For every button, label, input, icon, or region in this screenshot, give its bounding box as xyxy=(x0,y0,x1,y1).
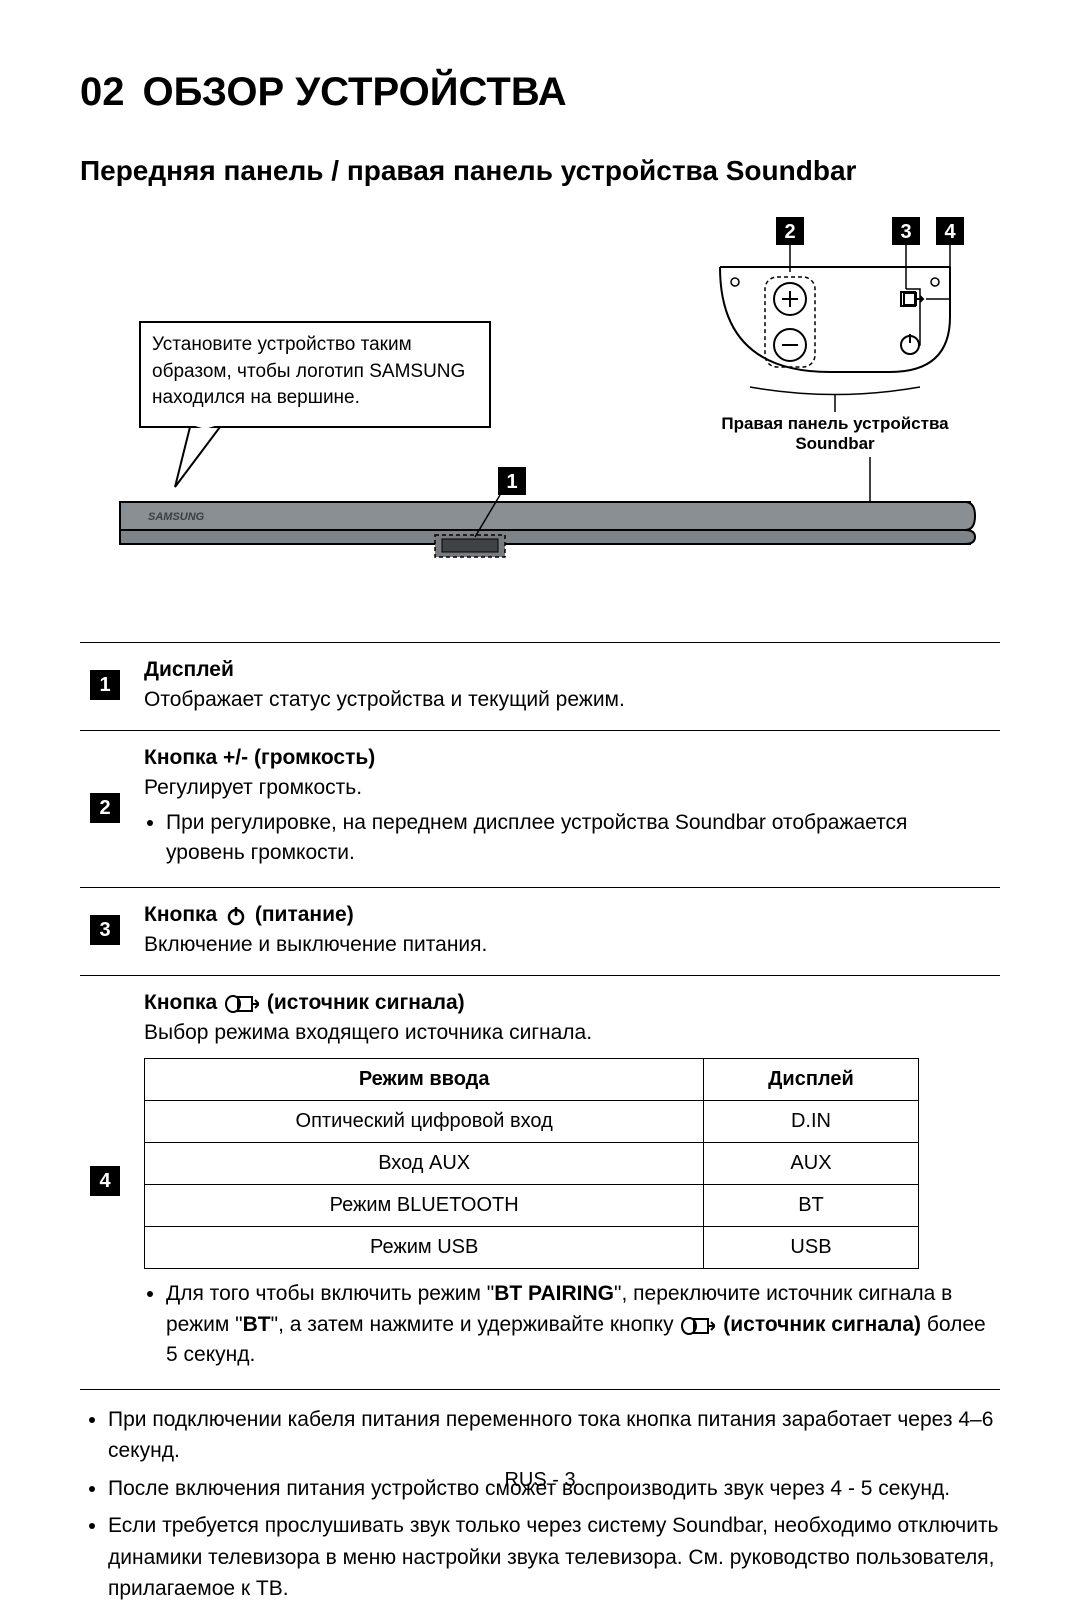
legend-4-bullet: Для того чтобы включить режим "BT PAIRIN… xyxy=(166,1279,986,1370)
callout-1: 1 xyxy=(506,471,517,493)
legend-3-desc: Включение и выключение питания. xyxy=(144,933,487,956)
orientation-note: Установите устройство таким образом, что… xyxy=(152,332,482,412)
note-1: При подключении кабеля питания переменно… xyxy=(108,1404,1000,1467)
legend-num-2: 2 xyxy=(90,793,120,823)
inmode-r2-mode: Режим BLUETOOTH xyxy=(145,1185,704,1227)
inmode-r0-mode: Оптический цифровой вход xyxy=(145,1101,704,1143)
bottom-notes: При подключении кабеля питания переменно… xyxy=(80,1404,1000,1605)
inmode-r3-mode: Режим USB xyxy=(145,1227,704,1269)
legend-1-title: Дисплей xyxy=(144,658,234,681)
inmode-col2: Дисплей xyxy=(704,1059,918,1101)
input-mode-table: Режим ввода Дисплей Оптический цифровой … xyxy=(144,1058,919,1269)
legend-table: 1 Дисплей Отображает статус устройства и… xyxy=(80,642,1000,1390)
legend-2-title: Кнопка +/- (громкость) xyxy=(144,746,375,769)
legend-4-title-post: (источник сигнала) xyxy=(261,991,465,1014)
source-icon xyxy=(225,993,259,1015)
callout-4: 4 xyxy=(944,221,956,243)
note-3: Если требуется прослушивать звук только … xyxy=(108,1510,1000,1605)
legend-row-1: 1 Дисплей Отображает статус устройства и… xyxy=(80,643,1000,731)
source-icon xyxy=(681,1315,715,1337)
power-icon xyxy=(225,905,247,927)
callout-3: 3 xyxy=(900,221,911,243)
legend-row-2: 2 Кнопка +/- (громкость) Регулирует гром… xyxy=(80,730,1000,887)
inmode-r1-disp: AUX xyxy=(704,1143,918,1185)
legend-3-title-post: (питание) xyxy=(249,903,354,926)
inmode-r2-disp: BT xyxy=(704,1185,918,1227)
legend-num-1: 1 xyxy=(90,670,120,700)
device-diagram: 2 3 4 Правая панель устройства Soundbar … xyxy=(80,217,1000,602)
chapter-number: 02 xyxy=(80,70,125,114)
panel-caption-line2: Soundbar xyxy=(795,434,875,453)
legend-3-title-pre: Кнопка xyxy=(144,903,223,926)
chapter-title: 02 ОБЗОР УСТРОЙСТВА xyxy=(80,70,1000,115)
inmode-col1: Режим ввода xyxy=(145,1059,704,1101)
inmode-r1-mode: Вход AUX xyxy=(145,1143,704,1185)
legend-num-4: 4 xyxy=(90,1166,120,1196)
legend-2-desc: Регулирует громкость. xyxy=(144,776,362,799)
legend-row-4: 4 Кнопка (источник сигнала) Выбор режима… xyxy=(80,975,1000,1389)
inmode-r3-disp: USB xyxy=(704,1227,918,1269)
legend-num-3: 3 xyxy=(90,915,120,945)
legend-4-title-pre: Кнопка xyxy=(144,991,223,1014)
legend-4-desc: Выбор режима входящего источника сигнала… xyxy=(144,1021,592,1044)
callout-2: 2 xyxy=(784,221,795,243)
page-number: RUS - 3 xyxy=(80,1469,1000,1492)
panel-caption-line1: Правая панель устройства xyxy=(721,414,949,433)
legend-1-desc: Отображает статус устройства и текущий р… xyxy=(144,688,625,711)
chapter-text: ОБЗОР УСТРОЙСТВА xyxy=(143,70,567,114)
samsung-logo: SAMSUNG xyxy=(148,511,205,523)
legend-2-bullet: При регулировке, на переднем дисплее уст… xyxy=(166,808,986,869)
legend-row-3: 3 Кнопка (питание) Включение и выключени… xyxy=(80,887,1000,975)
inmode-r0-disp: D.IN xyxy=(704,1101,918,1143)
section-title: Передняя панель / правая панель устройст… xyxy=(80,155,1000,187)
